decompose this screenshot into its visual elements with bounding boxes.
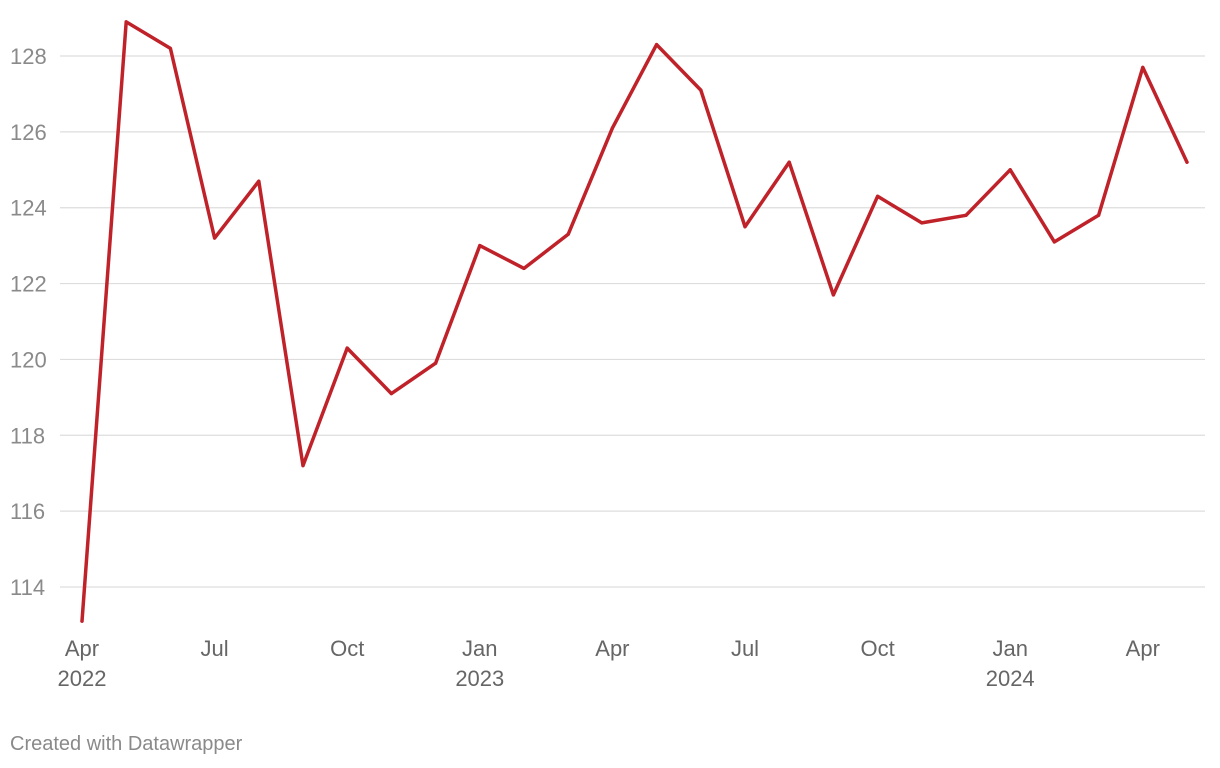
x-tick-year-label-3: 2023	[455, 666, 504, 691]
x-tick-label-5: Jul	[731, 636, 759, 661]
y-axis-tick-labels: 114 116 118 120 122 124 126 128	[10, 44, 47, 600]
data-point-2024-05	[1185, 160, 1189, 164]
y-tick-label-124: 124	[10, 196, 47, 221]
data-point-2022-09	[301, 464, 305, 468]
data-point-2023-11	[920, 221, 924, 225]
series-lines	[80, 20, 1189, 623]
y-tick-label-122: 122	[10, 272, 47, 297]
data-point-2023-08	[787, 160, 791, 164]
series-line-0	[80, 20, 1189, 623]
y-tick-label-116: 116	[10, 499, 45, 524]
x-tick-year-label-7: 2024	[986, 666, 1035, 691]
y-tick-label-114: 114	[10, 575, 45, 600]
x-tick-label-2: Oct	[330, 636, 364, 661]
x-tick-label-3: Jan	[462, 636, 497, 661]
x-tick-label-8: Apr	[1126, 636, 1160, 661]
y-tick-label-128: 128	[10, 44, 47, 69]
data-point-2023-07	[743, 225, 747, 229]
data-point-2024-04	[1141, 65, 1145, 69]
data-point-2022-05	[124, 20, 128, 24]
x-tick-label-0: Apr	[65, 636, 99, 661]
data-point-2023-03	[566, 232, 570, 236]
data-point-2023-09	[831, 293, 836, 297]
x-axis-tick-labels: Apr 2022 Jul Oct Jan 2023 Apr Jul Oct Jan 2024 Apr	[58, 636, 1160, 691]
data-point-2022-07	[213, 236, 217, 240]
data-point-2022-08	[257, 179, 261, 183]
data-point-2023-01	[478, 244, 482, 248]
data-point-2022-04	[80, 619, 84, 623]
gridlines	[60, 55, 1205, 588]
data-point-2023-05	[655, 43, 659, 47]
x-tick-label-6: Oct	[860, 636, 894, 661]
x-tick-label-4: Apr	[595, 636, 629, 661]
y-tick-label-118: 118	[10, 423, 45, 448]
y-tick-label-126: 126	[10, 120, 47, 145]
x-tick-year-label-0: 2022	[58, 666, 107, 691]
x-tick-label-1: Jul	[201, 636, 229, 661]
data-point-2023-06	[699, 88, 703, 92]
data-point-2022-12	[434, 361, 438, 365]
line-chart: 114 116 118 120 122 124 126 128 Apr 2022 Jul Oct Ja…	[10, 20, 1205, 691]
datawrapper-credit: Created with Datawrapper	[10, 733, 243, 755]
data-point-2023-04	[610, 126, 615, 130]
x-tick-label-7: Jan	[992, 636, 1027, 661]
data-point-2022-10	[345, 346, 349, 350]
data-point-2022-06	[168, 46, 172, 51]
data-point-2023-02	[522, 266, 526, 270]
data-point-2024-02	[1052, 240, 1056, 244]
data-point-2023-12	[964, 213, 968, 217]
data-point-2023-10	[876, 194, 880, 198]
y-tick-label-120: 120	[10, 347, 47, 372]
data-point-2024-03	[1097, 213, 1101, 217]
data-point-2024-01	[1008, 168, 1012, 172]
data-point-2022-11	[389, 391, 393, 396]
